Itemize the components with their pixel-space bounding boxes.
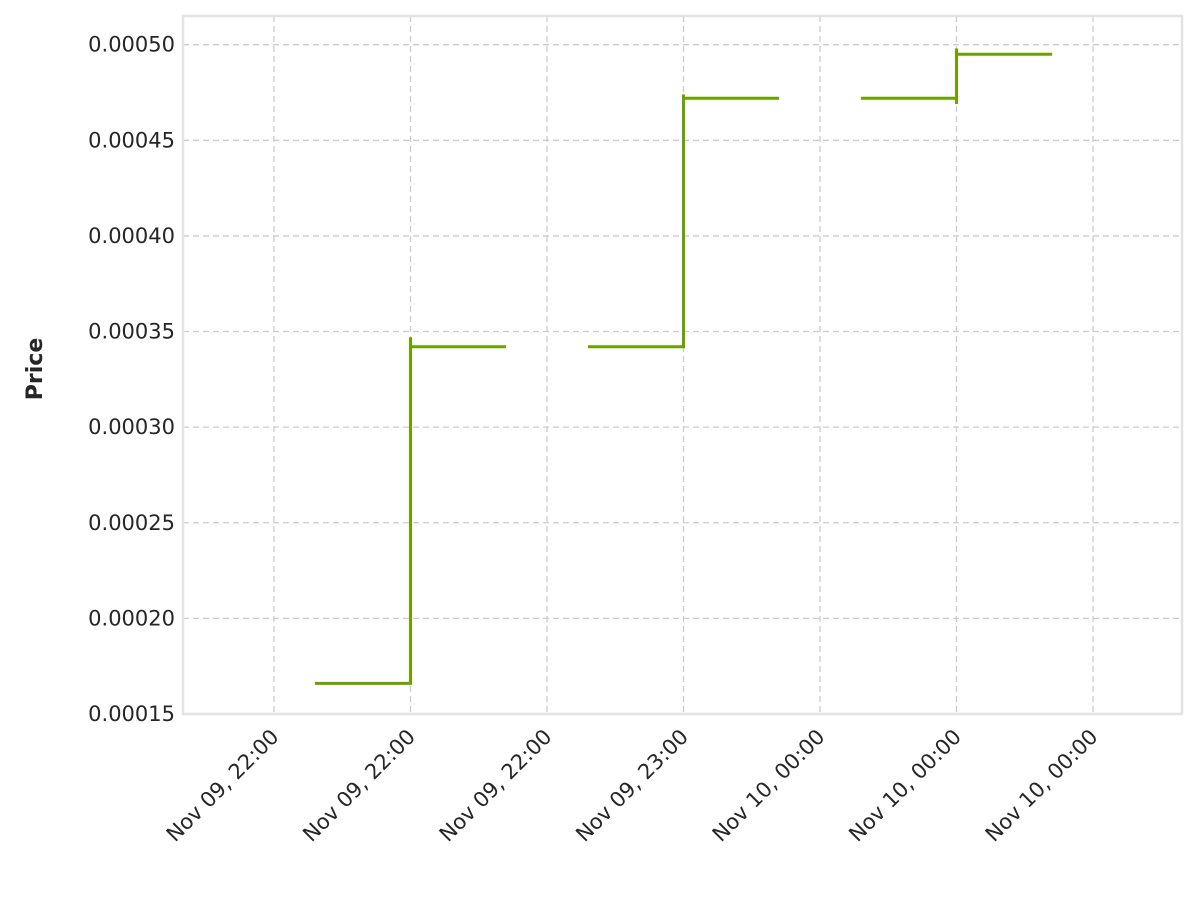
x-tick-label: Nov 09, 23:00 bbox=[571, 725, 693, 847]
x-tick-label: Nov 10, 00:00 bbox=[844, 725, 966, 847]
y-tick-label: 0.00035 bbox=[88, 320, 175, 344]
price-series bbox=[314, 48, 1053, 685]
y-axis-ticks: 0.00015 0.00020 0.00025 0.00030 0.00035 0.000… bbox=[88, 33, 175, 726]
y-tick-label: 0.00015 bbox=[88, 702, 175, 726]
y-tick-label: 0.00040 bbox=[88, 224, 175, 248]
x-tick-label: Nov 09, 22:00 bbox=[298, 725, 420, 847]
x-axis-ticks: Nov 09, 22:00 Nov 09, 22:00 Nov 09, 22:00 N… bbox=[162, 725, 1103, 847]
y-tick-label: 0.00045 bbox=[88, 128, 175, 152]
x-tick-label: Nov 10, 00:00 bbox=[708, 725, 830, 847]
y-tick-label: 0.00050 bbox=[88, 33, 175, 57]
x-tick-label: Nov 09, 22:00 bbox=[162, 725, 284, 847]
y-tick-label: 0.00025 bbox=[88, 511, 175, 535]
plot-frame bbox=[181, 14, 1184, 716]
x-tick-label: Nov 09, 22:00 bbox=[435, 725, 557, 847]
y-tick-label: 0.00020 bbox=[88, 606, 175, 630]
y-tick-label: 0.00030 bbox=[88, 415, 175, 439]
x-tick-label: Nov 10, 00:00 bbox=[981, 725, 1103, 847]
y-axis-title: Price bbox=[23, 338, 48, 400]
